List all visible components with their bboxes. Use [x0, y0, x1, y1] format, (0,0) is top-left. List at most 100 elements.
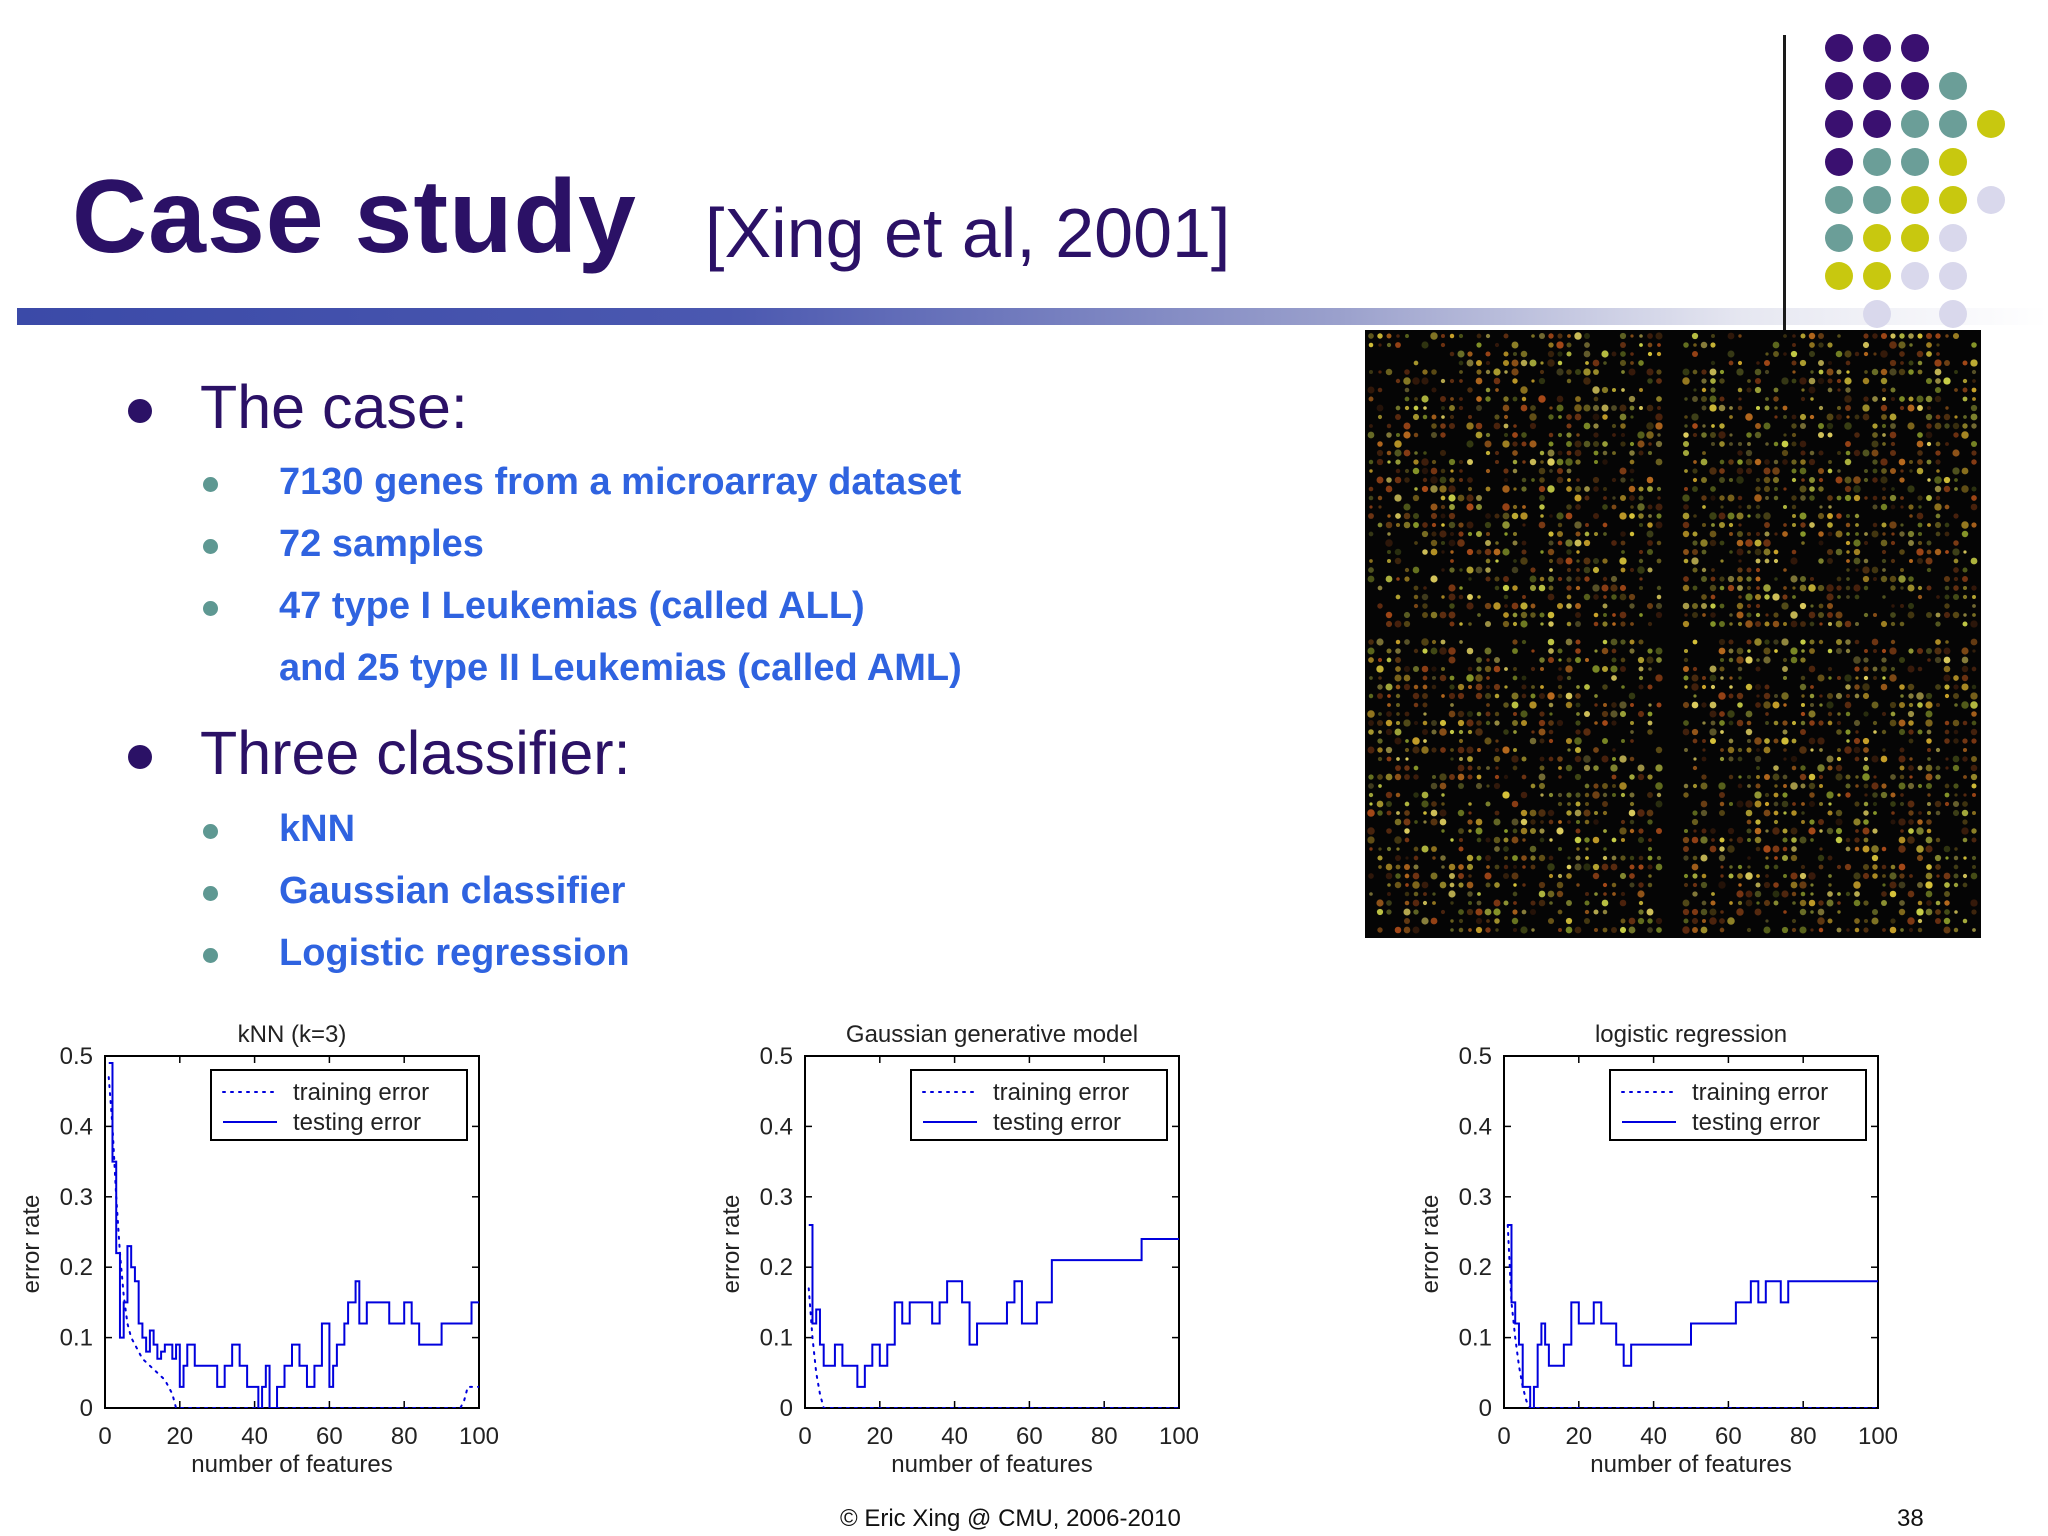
microarray-spot — [1431, 801, 1437, 807]
microarray-spot — [1682, 368, 1690, 376]
microarray-spot — [1882, 874, 1886, 878]
microarray-spot — [1630, 334, 1634, 338]
microarray-spot — [1854, 513, 1860, 519]
microarray-spot — [1565, 458, 1573, 466]
microarray-spot — [1772, 341, 1780, 349]
microarray-spot — [1684, 748, 1688, 752]
microarray-spot — [1737, 621, 1743, 627]
microarray-spot — [1574, 863, 1582, 871]
microarray-spot — [1441, 829, 1445, 833]
microarray-spot — [1529, 458, 1537, 466]
microarray-spot — [1494, 657, 1500, 663]
microarray-spot — [1971, 522, 1977, 528]
microarray-spot — [1512, 612, 1518, 618]
microarray-spot — [1736, 656, 1744, 664]
microarray-spot — [1376, 458, 1384, 466]
microarray-spot — [1899, 549, 1905, 555]
microarray-spot — [1602, 792, 1608, 798]
microarray-spot — [1574, 755, 1582, 763]
microarray-spot — [1692, 540, 1698, 546]
microarray-spot — [1908, 702, 1914, 708]
microarray-spot — [1620, 342, 1626, 348]
microarray-spot — [1493, 548, 1501, 556]
microarray-spot — [1611, 351, 1617, 357]
microarray-spot — [1646, 422, 1654, 430]
microarray-spot — [1925, 764, 1933, 772]
microarray-spot — [1657, 343, 1661, 347]
microarray-spot — [1530, 900, 1536, 906]
microarray-spot — [1935, 495, 1941, 501]
microarray-spot — [1655, 611, 1663, 619]
microarray-spot — [1863, 900, 1869, 906]
series-line — [808, 1223, 1179, 1388]
microarray-spot — [1395, 639, 1401, 645]
microarray-spot — [1908, 369, 1914, 375]
microarray-spot — [1871, 917, 1879, 925]
microarray-spot — [1404, 828, 1410, 834]
microarray-spot — [1368, 729, 1374, 735]
microarray-spot — [1781, 602, 1789, 610]
microarray-spot — [1745, 593, 1753, 601]
microarray-spot — [1403, 449, 1411, 457]
microarray-spot — [1691, 818, 1699, 826]
microarray-spot — [1763, 692, 1771, 700]
microarray-spot — [1593, 369, 1599, 375]
microarray-spot — [1882, 532, 1886, 536]
microarray-spot — [1719, 792, 1725, 798]
microarray-spot — [1917, 405, 1923, 411]
microarray-spot — [1710, 900, 1716, 906]
microarray-spot — [1817, 332, 1825, 340]
microarray-spot — [1612, 613, 1616, 617]
microarray-spot — [1583, 764, 1591, 772]
microarray-spot — [1619, 584, 1627, 592]
microarray-spot — [1575, 504, 1581, 510]
microarray-spot — [1890, 819, 1896, 825]
microarray-spot — [1683, 648, 1689, 654]
microarray-spot — [1512, 468, 1518, 474]
microarray-spot — [1441, 865, 1445, 869]
microarray-spot — [1763, 467, 1771, 475]
microarray-spot — [1944, 603, 1950, 609]
microarray-spot — [1916, 440, 1924, 448]
bullet-l2: kNN — [203, 808, 355, 851]
microarray-spot — [1466, 503, 1474, 511]
microarray-spot — [1521, 549, 1527, 555]
microarray-spot — [1837, 793, 1841, 797]
microarray-spot — [1917, 594, 1923, 600]
microarray-spot — [1882, 487, 1886, 491]
microarray-spot — [1727, 827, 1735, 835]
microarray-spot — [1908, 504, 1914, 510]
decorative-dot — [1901, 186, 1929, 214]
microarray-spot — [1935, 513, 1941, 519]
microarray-spot — [1511, 755, 1519, 763]
microarray-spot — [1467, 819, 1473, 825]
microarray-spot — [1493, 602, 1501, 610]
microarray-spot — [1504, 370, 1508, 374]
microarray-spot — [1864, 793, 1868, 797]
microarray-spot — [1764, 864, 1770, 870]
microarray-spot — [1837, 451, 1841, 455]
microarray-spot — [1629, 882, 1635, 888]
microarray-spot — [1746, 720, 1752, 726]
microarray-spot — [1656, 558, 1662, 564]
microarray-spot — [1943, 413, 1951, 421]
microarray-spot — [1619, 557, 1627, 565]
microarray-spot — [1881, 522, 1887, 528]
microarray-spot — [1863, 351, 1869, 357]
microarray-spot — [1864, 370, 1868, 374]
microarray-spot — [1655, 782, 1663, 790]
microarray-spot — [1961, 431, 1969, 439]
microarray-spot — [1466, 881, 1474, 889]
bullet-text: The case: — [200, 373, 468, 441]
microarray-spot — [1871, 638, 1879, 646]
microarray-spot — [1682, 908, 1690, 916]
microarray-spot — [1548, 333, 1554, 339]
microarray-spot — [1935, 612, 1941, 618]
microarray-spot — [1682, 620, 1690, 628]
microarray-spot — [1413, 792, 1419, 798]
microarray-spot — [1907, 584, 1915, 592]
microarray-spot — [1837, 388, 1841, 392]
microarray-spot — [1917, 666, 1923, 672]
microarray-spot — [1738, 676, 1742, 680]
microarray-spot — [1475, 674, 1483, 682]
